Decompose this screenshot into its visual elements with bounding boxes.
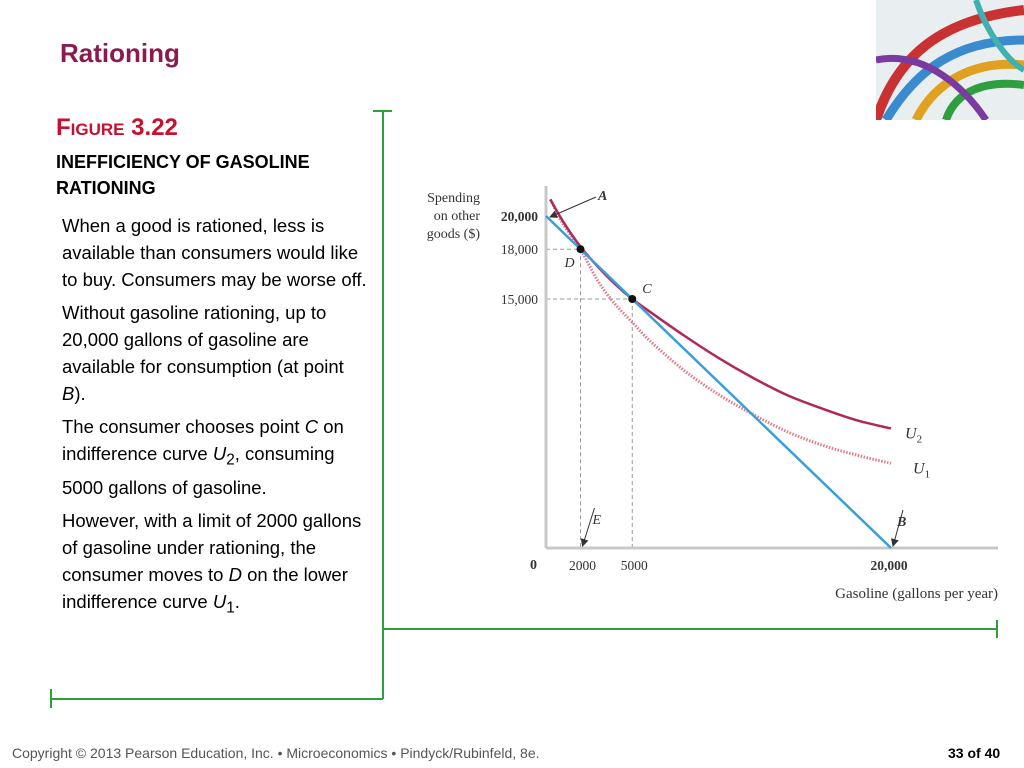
curve-label-u1: U1 — [913, 460, 930, 480]
x-tick-label: 2000 — [569, 558, 596, 573]
point-c — [628, 295, 637, 303]
indifference-curve-u2 — [549, 198, 892, 430]
x-tick-label: 20,000 — [870, 558, 907, 573]
paragraph-1: When a good is rationed, less is availab… — [62, 215, 367, 290]
point-label-e: E — [592, 513, 602, 528]
point-label-d: D — [564, 256, 575, 271]
y-tick-label: 15,000 — [501, 292, 538, 307]
y-tick-label: 20,000 — [501, 209, 538, 224]
figure-description: When a good is rationed, less is availab… — [62, 212, 367, 627]
paragraph-3: The consumer chooses point C on indiffer… — [62, 416, 344, 498]
point-label-a: A — [597, 189, 607, 204]
budget-line — [545, 215, 892, 549]
arrow-b — [891, 509, 904, 547]
paragraph-2: Without gasoline rationing, up to 20,000… — [62, 302, 344, 404]
point-label-c: C — [642, 282, 652, 297]
figure-number: 3.22 — [131, 114, 178, 141]
decorative-ribbons-image — [876, 0, 1024, 120]
figure-prefix: Figure — [56, 114, 125, 141]
footer-copyright: Copyright © 2013 Pearson Education, Inc.… — [12, 745, 540, 761]
point-d — [576, 245, 585, 254]
paragraph-4: However, with a limit of 2000 gallons of… — [62, 509, 362, 617]
x-axis-title: Gasoline (gallons per year) — [835, 586, 998, 602]
y-tick-label: 18,000 — [501, 242, 538, 257]
slide-title: Rationing — [60, 38, 180, 68]
curve-label-u2: U2 — [905, 425, 922, 445]
indifference-curve-u1 — [548, 198, 892, 465]
y-axis-title: Spending on other goods ($) — [427, 191, 481, 242]
figure-title: INEFFICIENCY OF GASOLINE RATIONING — [56, 152, 310, 198]
arrow-e — [580, 507, 595, 547]
point-label-b: B — [896, 515, 906, 530]
figure-label: Figure 3.22 — [56, 114, 178, 142]
x-tick-label: 5000 — [621, 558, 648, 573]
arrow-a — [549, 196, 597, 218]
origin-label: 0 — [530, 558, 537, 573]
page-number: 33 of 40 — [948, 745, 1001, 761]
rationing-chart: Spending on other goods ($) Gasoline (gallo… — [427, 186, 998, 602]
